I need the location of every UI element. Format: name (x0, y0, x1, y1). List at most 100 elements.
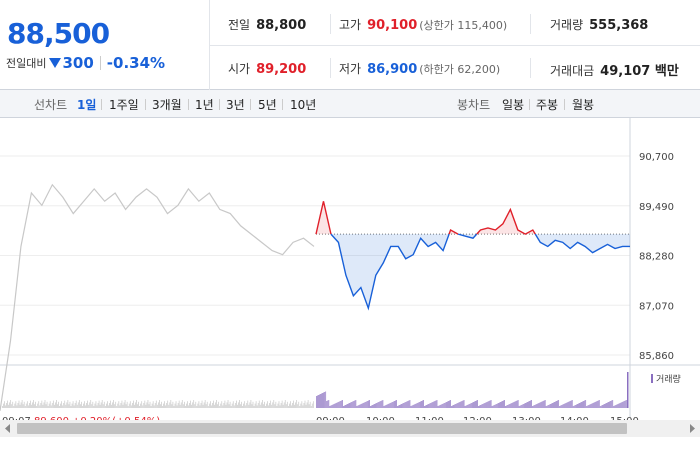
volume-bar (179, 404, 181, 408)
volume-bar (253, 406, 255, 408)
volume-bar (244, 401, 246, 408)
volume-bar (538, 403, 540, 408)
volume-bar (43, 402, 45, 408)
volume-bar (503, 400, 504, 408)
volume-bar (299, 406, 301, 408)
scroll-right-button[interactable] (684, 420, 700, 437)
volume-bar (364, 402, 366, 408)
volume-bar (225, 404, 227, 408)
volume-bar (422, 400, 423, 408)
volume-bar (123, 402, 125, 408)
volume-bar (304, 400, 306, 408)
volume-bar (151, 403, 153, 408)
volume-bar (275, 401, 277, 408)
volume-bar (612, 400, 614, 408)
volume-bar (32, 402, 33, 408)
volume-bar (26, 401, 28, 408)
volume-bar (177, 403, 179, 408)
volume-bar (16, 405, 18, 408)
candle-daily-tab[interactable]: 일봉 (502, 98, 525, 112)
high: 고가 90,100 (상한가 115,400) (339, 16, 507, 33)
volume-bar (388, 403, 390, 408)
volume-bar (513, 402, 515, 408)
volume-bar (242, 406, 243, 408)
volume-bar (311, 403, 313, 408)
period-1y-tab[interactable]: 1년 (195, 98, 214, 112)
volume-bar (574, 405, 576, 408)
volume-bar (536, 404, 538, 408)
volume-bar (404, 402, 406, 408)
volume-bar (387, 404, 389, 408)
volume-bar (19, 404, 21, 408)
divider (530, 58, 531, 78)
volume-bar (413, 404, 415, 408)
volume-bar (265, 406, 266, 408)
volume-bar (406, 401, 408, 408)
volume-bar (149, 401, 151, 408)
scroll-thumb[interactable] (17, 423, 627, 434)
volume-bar (462, 400, 464, 408)
volume-bar (480, 405, 482, 408)
candle-monthly-tab[interactable]: 월봉 (572, 98, 595, 112)
volume-bar (246, 403, 248, 408)
volume-bar (398, 405, 399, 408)
volume-bar (353, 401, 355, 408)
volume-bar (554, 402, 555, 408)
volume-bar (617, 404, 619, 408)
volume-bar (562, 404, 564, 408)
volume-bar (435, 400, 437, 408)
candle-weekly-tab[interactable]: 주봉 (536, 98, 559, 112)
volume-bar (355, 400, 357, 408)
period-3y-tab[interactable]: 3년 (226, 98, 245, 112)
volume-bar (39, 405, 41, 408)
volume-bar (203, 402, 205, 408)
scroll-left-button[interactable] (0, 420, 16, 437)
volume-bar (93, 406, 95, 408)
volume-bar (175, 401, 177, 408)
volume-bar (44, 400, 46, 408)
volume-bar (271, 404, 273, 408)
volume-bar (291, 405, 292, 408)
volume-bar (170, 400, 172, 408)
period-1w-tab[interactable]: 1주일 (109, 98, 139, 112)
volume-bar (267, 401, 268, 408)
volume-bar (504, 400, 505, 408)
volume-bar (325, 391, 327, 408)
chart-toolbar: 선차트 1일 1주일 3개월 1년 3년 5년 10년 봉차트 일봉 주봉 월봉 (0, 90, 700, 118)
volume-bar (517, 400, 519, 408)
volume-bar (577, 404, 578, 408)
volume-bar (457, 403, 459, 408)
volume-bar (454, 404, 456, 408)
volume-bar (381, 400, 383, 408)
volume-bar (407, 401, 409, 408)
chart-scrollbar[interactable] (0, 420, 700, 437)
trade-amount-label: 거래대금 (550, 64, 595, 78)
volume-bar (42, 404, 44, 408)
period-1d-tab[interactable]: 1일 (77, 98, 97, 112)
volume-bar (133, 400, 134, 408)
volume-bar (461, 401, 463, 408)
volume-bar (425, 405, 426, 408)
volume-bar (46, 401, 48, 408)
volume-bar (378, 402, 380, 408)
volume-bar (322, 393, 323, 408)
volume-bar (59, 406, 60, 408)
volume-bar (533, 405, 535, 408)
volume-bar (365, 401, 367, 408)
volume-bar (522, 404, 524, 408)
volume-bar (547, 405, 549, 408)
y-tick-label: 89,490 (639, 202, 674, 213)
change-percent: -0.34% (106, 54, 166, 72)
volume-bar (339, 401, 341, 408)
volume-bar (490, 400, 492, 408)
period-10y-tab[interactable]: 10년 (290, 98, 317, 112)
volume-bar (277, 403, 279, 408)
volume-bar (8, 404, 9, 408)
volume-bar (362, 403, 364, 408)
volume-bar (499, 402, 500, 408)
volume-bar (424, 406, 425, 408)
period-5y-tab[interactable]: 5년 (258, 98, 277, 112)
volume-bar (238, 402, 239, 408)
period-3m-tab[interactable]: 3개월 (152, 98, 182, 112)
volume-bar (276, 406, 278, 408)
